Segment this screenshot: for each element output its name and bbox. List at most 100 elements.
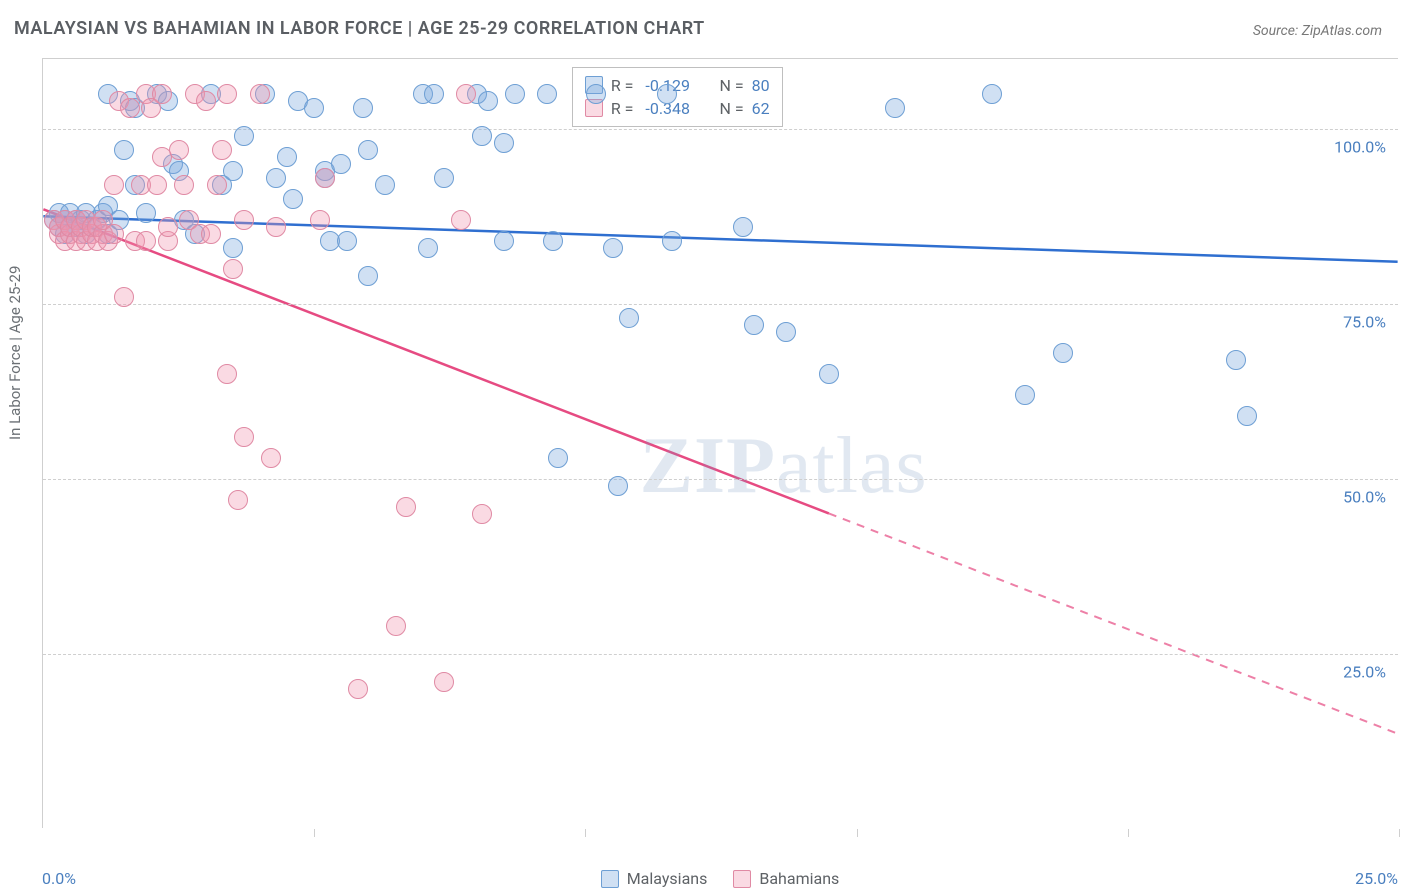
correlation-legend-row: R = -0.129 N = 80: [585, 74, 770, 97]
x-tick: [314, 829, 315, 837]
correlation-legend-row: R = -0.348 N = 62: [585, 97, 770, 120]
gridline: [43, 479, 1398, 480]
y-tick-label: 25.0%: [1343, 663, 1386, 682]
data-point: [136, 231, 156, 251]
legend-label: Malaysians: [627, 869, 708, 888]
data-point: [456, 84, 476, 104]
x-tick: [585, 829, 586, 837]
data-point: [201, 224, 221, 244]
data-point: [212, 140, 232, 160]
data-point: [537, 84, 557, 104]
data-point: [283, 189, 303, 209]
y-axis-label: In Labor Force | Age 25-29: [6, 266, 24, 440]
data-point: [152, 84, 172, 104]
data-point: [662, 231, 682, 251]
data-point: [331, 154, 351, 174]
data-point: [603, 238, 623, 258]
data-point: [120, 98, 140, 118]
data-point: [266, 217, 286, 237]
data-point: [223, 161, 243, 181]
data-point: [819, 364, 839, 384]
source-credit: Source: ZipAtlas.com: [1253, 23, 1382, 39]
y-tick-label: 75.0%: [1343, 313, 1386, 332]
y-tick-label: 50.0%: [1343, 488, 1386, 507]
data-point: [261, 448, 281, 468]
data-point: [234, 210, 254, 230]
data-point: [147, 175, 167, 195]
data-point: [1053, 343, 1073, 363]
data-point: [733, 217, 753, 237]
data-point: [223, 238, 243, 258]
data-point: [418, 238, 438, 258]
gridline: [43, 654, 1398, 655]
data-point: [375, 175, 395, 195]
data-point: [586, 84, 606, 104]
data-point: [348, 679, 368, 699]
data-point: [434, 168, 454, 188]
data-point: [424, 84, 444, 104]
data-point: [1226, 350, 1246, 370]
data-point: [548, 448, 568, 468]
data-point: [277, 147, 297, 167]
data-point: [353, 98, 373, 118]
data-point: [174, 175, 194, 195]
data-point: [250, 84, 270, 104]
data-point: [472, 504, 492, 524]
data-point: [228, 490, 248, 510]
data-point: [744, 315, 764, 335]
x-tick: [857, 829, 858, 837]
x-tick: [1399, 829, 1400, 837]
y-tick-label: 100.0%: [1334, 138, 1386, 157]
data-point: [1015, 385, 1035, 405]
data-point: [885, 98, 905, 118]
n-value: 62: [752, 99, 770, 118]
data-point: [304, 98, 324, 118]
data-point: [358, 266, 378, 286]
legend-item: Bahamians: [733, 869, 839, 888]
data-point: [396, 497, 416, 517]
n-label: N =: [719, 99, 743, 118]
data-point: [982, 84, 1002, 104]
data-point: [158, 217, 178, 237]
data-point: [1237, 406, 1257, 426]
data-point: [478, 91, 498, 111]
series-legend: Malaysians Bahamians: [601, 869, 840, 888]
chart-plot-area: ZIPatlas R = -0.129 N = 80 R = -0.348 N …: [42, 58, 1398, 828]
data-point: [494, 231, 514, 251]
data-point: [234, 126, 254, 146]
data-point: [104, 224, 124, 244]
data-point: [223, 259, 243, 279]
data-point: [136, 203, 156, 223]
x-axis-max-label: 25.0%: [1355, 869, 1398, 888]
data-point: [619, 308, 639, 328]
data-point: [114, 287, 134, 307]
data-point: [776, 322, 796, 342]
x-axis-min-label: 0.0%: [42, 869, 76, 888]
legend-label: Bahamians: [759, 869, 839, 888]
data-point: [358, 140, 378, 160]
data-point: [543, 231, 563, 251]
data-point: [337, 231, 357, 251]
chart-title: MALAYSIAN VS BAHAMIAN IN LABOR FORCE | A…: [14, 18, 705, 39]
data-point: [310, 210, 330, 230]
legend-item: Malaysians: [601, 869, 708, 888]
data-point: [472, 126, 492, 146]
data-point: [315, 168, 335, 188]
data-point: [505, 84, 525, 104]
data-point: [657, 84, 677, 104]
data-point: [217, 364, 237, 384]
legend-swatch: [733, 870, 751, 888]
x-tick: [1128, 829, 1129, 837]
data-point: [207, 175, 227, 195]
data-point: [434, 672, 454, 692]
data-point: [104, 175, 124, 195]
n-value: 80: [752, 76, 770, 95]
gridline: [43, 304, 1398, 305]
data-point: [234, 427, 254, 447]
data-point: [217, 84, 237, 104]
data-point: [114, 140, 134, 160]
trend-line-extrapolated: [829, 513, 1398, 733]
data-point: [494, 133, 514, 153]
data-point: [608, 476, 628, 496]
data-point: [196, 91, 216, 111]
